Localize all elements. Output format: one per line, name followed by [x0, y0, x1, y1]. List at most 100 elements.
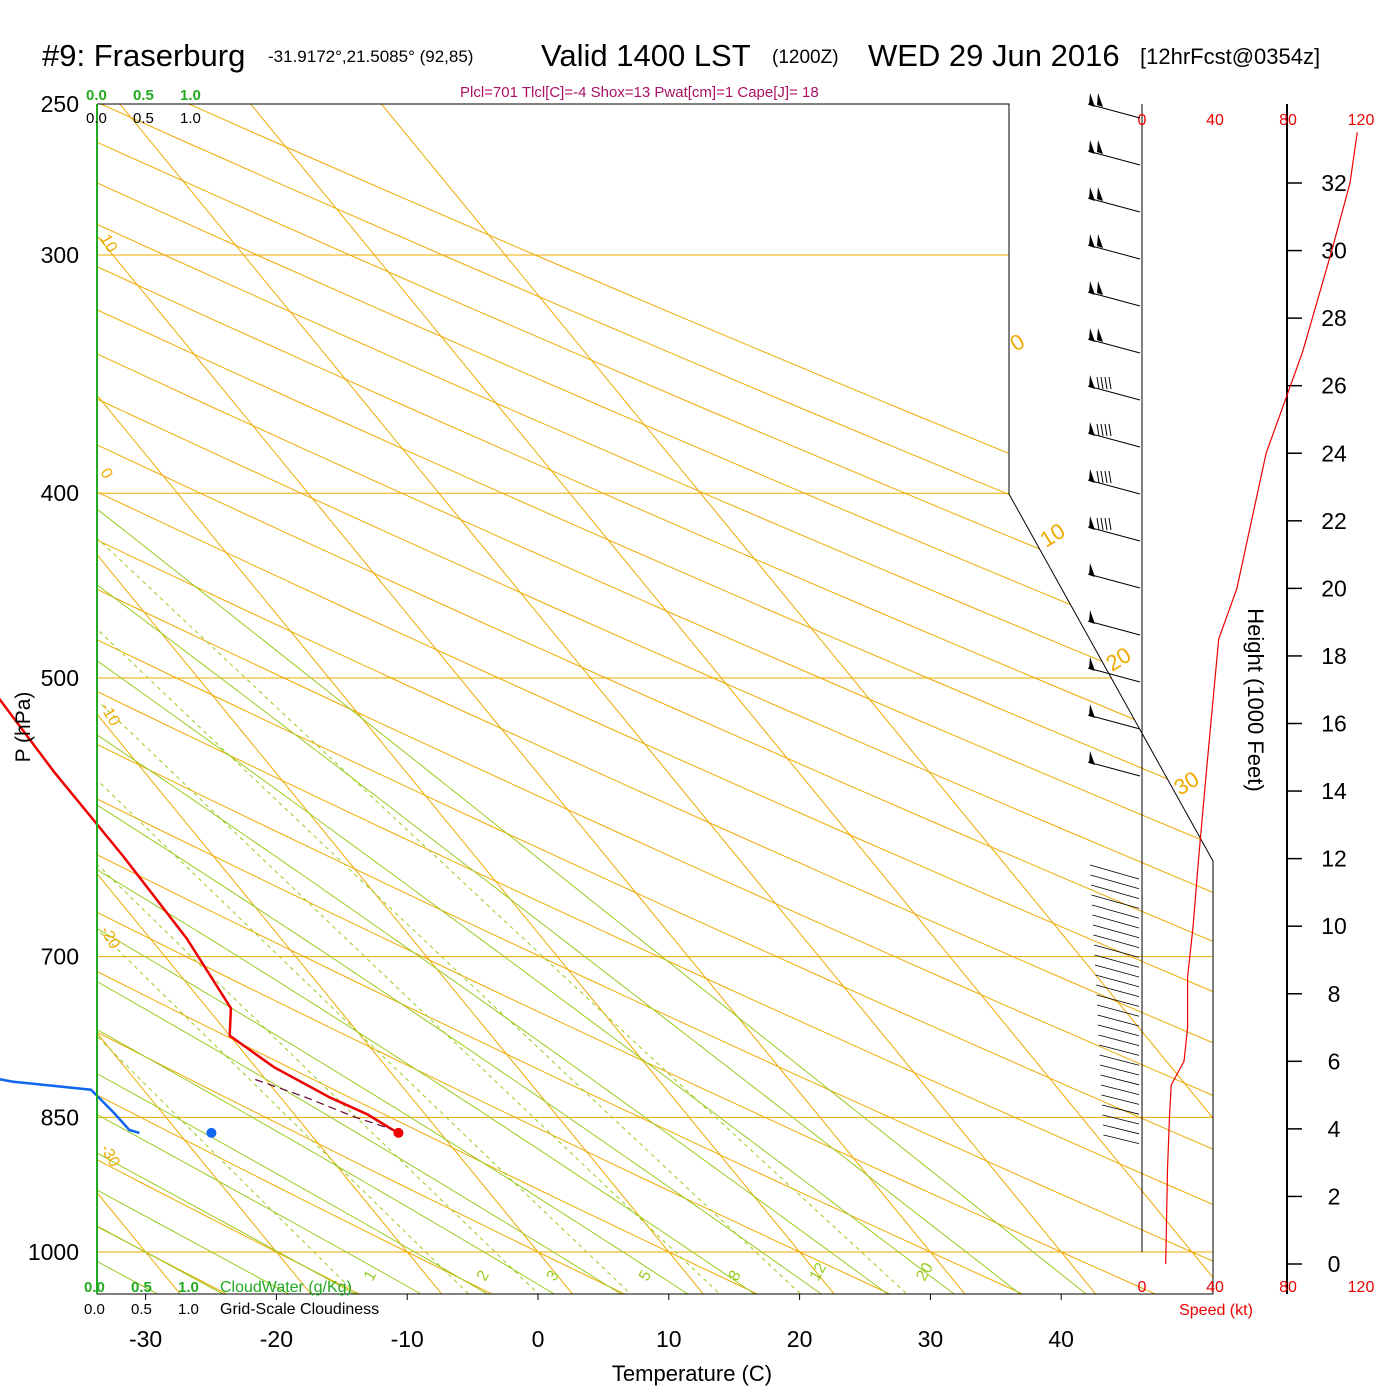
isotherm-label: -20 — [97, 924, 123, 953]
wind-barb-flag — [1089, 704, 1095, 718]
moist-adiabat-line — [97, 104, 264, 1294]
dry-adiabat-line — [97, 104, 1213, 1294]
wind-barb-staff — [1102, 1114, 1140, 1125]
surface-dewpoint-marker — [206, 1127, 217, 1138]
moist-adiabat-line — [97, 104, 656, 1294]
y-axis-label: P (hPa) — [12, 692, 35, 763]
wind-barb-flag — [1089, 751, 1095, 765]
mixing-ratio-line — [97, 492, 379, 1294]
dry-adiabat-line — [97, 104, 1213, 1294]
isotherm-label: 10 — [97, 232, 121, 256]
wind-barb-flag — [1089, 657, 1095, 671]
height-tick-label: 28 — [1321, 305, 1347, 331]
speed-profile-line — [1165, 132, 1358, 1265]
wind-barb-staff — [1087, 150, 1141, 166]
cloud-scale-top-tick: 0.5 — [133, 110, 154, 127]
dry-adiabat-line — [97, 104, 1213, 1294]
wind-barb-staff — [1096, 1004, 1140, 1017]
isotherm-line — [250, 104, 1213, 1294]
pressure-tick-label: 850 — [41, 1104, 79, 1130]
wind-barb-staff — [1089, 864, 1140, 880]
wind-barb-feather — [1096, 376, 1100, 390]
height-tick-label: 10 — [1321, 913, 1347, 939]
dry-adiabat-line — [97, 104, 1213, 1294]
moist-adiabat-line — [97, 104, 1114, 1294]
wind-barb-feather — [1096, 470, 1100, 484]
dry-adiabat-line — [97, 104, 403, 1294]
temp-tick-label: 30 — [918, 1326, 944, 1352]
wind-barb-feather — [1096, 517, 1100, 531]
wind-barb-feather — [1104, 423, 1108, 437]
wind-barb-flag — [1097, 328, 1103, 342]
moist-adiabat-line — [97, 104, 983, 1294]
wind-barb-feather — [1108, 470, 1112, 484]
cloudiness-label: Grid-Scale Cloudiness — [220, 1301, 379, 1318]
temp-tick-label: 40 — [1048, 1326, 1074, 1352]
mixing-ratio-label: 1 — [361, 1268, 380, 1284]
isotherm-label: -30 — [97, 1142, 123, 1171]
pressure-tick-label: 250 — [41, 91, 79, 117]
isotherm-label: -10 — [97, 701, 123, 730]
isotherm-line — [97, 104, 853, 1294]
speed-tick-bottom: 120 — [1348, 1279, 1375, 1296]
dry-adiabat-line — [97, 104, 1213, 1294]
moist-adiabat-line — [97, 104, 460, 1294]
wind-barb-feather — [1104, 376, 1108, 390]
height-tick-label: 20 — [1321, 575, 1347, 601]
isotherm-line — [97, 104, 591, 1294]
dry-adiabat-line — [97, 104, 670, 1294]
wind-barb-feather — [1096, 423, 1100, 437]
speed-tick-top: 0 — [1138, 112, 1147, 129]
wind-barb-flag — [1089, 140, 1095, 154]
wind-barb-staff — [1087, 338, 1141, 354]
wind-barb-feather — [1108, 376, 1112, 390]
temp-tick-label: 0 — [532, 1326, 545, 1352]
speed-tick-top: 80 — [1279, 112, 1297, 129]
mixing-ratio-line — [97, 492, 562, 1294]
wind-barb-staff — [1096, 994, 1140, 1007]
dry-adiabat-line — [97, 104, 1213, 1294]
speed-tick-top: 40 — [1206, 112, 1224, 129]
dry-adiabat-line — [97, 104, 1072, 1294]
dry-adiabat-line — [97, 104, 1213, 1294]
wind-barb-staff — [1087, 291, 1141, 307]
isotherm-line — [97, 104, 330, 1294]
wind-barb-staff — [1097, 1024, 1140, 1037]
dry-adiabat-line — [112, 104, 1213, 1294]
mixing-ratio-label: 20 — [913, 1260, 937, 1284]
wind-barb-feather — [1100, 517, 1104, 531]
wind-barb-flag — [1097, 234, 1103, 248]
wind-barb-staff — [1094, 964, 1140, 978]
station-title: #9: Fraserburg — [42, 38, 246, 73]
temp-tick-label: -10 — [391, 1326, 424, 1352]
wind-barb-staff — [1100, 1074, 1140, 1086]
temperature-line — [0, 697, 400, 1134]
cloud-scale-bottom-tick: 0.0 — [84, 1279, 105, 1296]
wind-barb-staff — [1098, 1044, 1140, 1056]
isotherm-line — [381, 104, 1213, 1294]
wind-barb-staff — [1095, 984, 1140, 997]
diagram-frame — [96, 103, 1214, 1295]
mixing-ratio-line — [97, 492, 654, 1294]
cloud-scale-bottom-tick: 0.5 — [131, 1301, 152, 1318]
wind-barb-feather — [1104, 517, 1108, 531]
adiabat-label: 20 — [1101, 642, 1135, 676]
pressure-tick-label: 400 — [41, 480, 79, 506]
wind-barb-feather — [1100, 423, 1104, 437]
wind-barb-staff — [1093, 944, 1140, 958]
wind-barb-flag — [1089, 516, 1095, 530]
dewpoint-line — [0, 1078, 140, 1135]
height-tick-label: 12 — [1321, 846, 1347, 872]
wind-barb-flag — [1089, 234, 1095, 248]
wind-barb-staff — [1087, 385, 1141, 401]
cloud-scale-top-tick: 1.0 — [180, 87, 201, 104]
wind-barb-staff — [1091, 894, 1140, 909]
height-tick-label: 16 — [1321, 711, 1347, 737]
height-tick-label: 6 — [1328, 1048, 1341, 1074]
mixing-ratio-label: 8 — [726, 1268, 745, 1284]
dry-adiabat-line — [97, 104, 537, 1294]
parcel-path-line — [255, 1078, 392, 1130]
dry-adiabat-line — [97, 104, 1213, 1294]
isotherm-line — [97, 104, 460, 1294]
cloud-scale-bottom-tick: 0.5 — [131, 1279, 152, 1296]
